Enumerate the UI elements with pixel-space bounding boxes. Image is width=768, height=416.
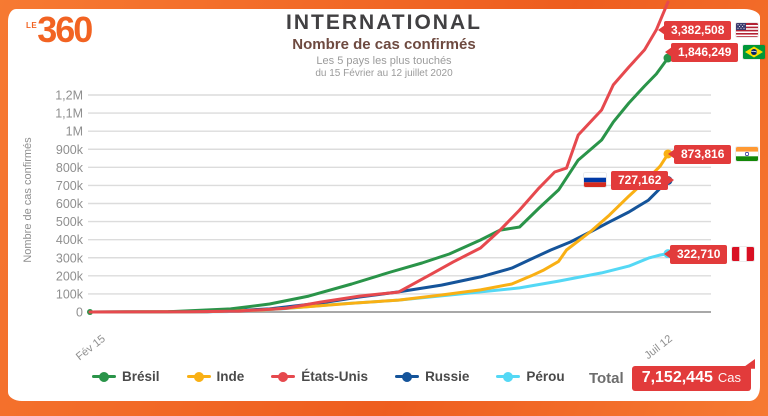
peru-value-badge: 322,710	[663, 244, 728, 264]
chart-subtitle: Nombre de cas confirmés	[292, 36, 476, 53]
le360-logo: LE 360	[26, 9, 93, 50]
y-tick-label: 1M	[66, 125, 83, 139]
x-tick-label: Fév 15	[74, 333, 108, 363]
x-tick-label: Juil 12	[642, 333, 674, 362]
legend-label-etats-unis: États-Unis	[301, 369, 369, 384]
header: INTERNATIONAL Nombre de cas confirmés Le…	[0, 11, 768, 79]
legend-item-russie: Russie	[395, 369, 469, 384]
peru-flag-icon	[732, 247, 755, 261]
legend-label-inde: Inde	[216, 369, 245, 384]
india-value-badge: 873,816	[667, 144, 732, 164]
series-line-2	[88, 0, 670, 314]
inde-line-marker-icon	[186, 371, 211, 382]
legend-item-etats-unis: États-Unis	[271, 369, 368, 384]
russie-line-marker-icon	[395, 371, 420, 382]
usa-value-badge: 3,382,508	[657, 20, 732, 40]
total-label: Total	[588, 370, 624, 387]
india-flag-icon	[736, 147, 759, 161]
usa-flag-icon	[736, 23, 759, 37]
y-tick-label: 800k	[56, 161, 84, 175]
y-tick-label: 500k	[56, 215, 84, 229]
chart-canvas	[8, 9, 760, 401]
usa-endpoint-label: 3,382,508	[657, 20, 759, 40]
bresil-line-marker-icon	[92, 371, 116, 382]
russia-endpoint-label: 727,162	[584, 170, 675, 190]
total-value-badge: 7,152,445 Cas	[631, 366, 751, 391]
y-tick-label: 0	[76, 306, 83, 320]
legend-label-russie: Russie	[425, 369, 470, 384]
y-tick-label: 300k	[56, 251, 84, 265]
date-range: du 15 Février au 12 juillet 2020	[315, 68, 453, 79]
perou-line-marker-icon	[496, 371, 521, 382]
y-tick-label: 700k	[56, 179, 84, 193]
total-unit: Cas	[717, 370, 741, 385]
brazil-value-badge: 1,846,249	[664, 42, 739, 62]
legend-item-inde: Inde	[186, 369, 245, 384]
total-value: 7,152,445	[641, 369, 713, 386]
y-tick-label: 400k	[56, 233, 84, 247]
legend-item-perou: Pérou	[496, 369, 565, 384]
legend-item-bresil: Brésil	[92, 369, 160, 384]
legend: Brésil Inde États-Unis Russie Pérou	[92, 369, 565, 384]
le360-logo-le: LE	[26, 21, 38, 30]
peru-endpoint-label: 322,710	[663, 244, 755, 264]
series-line-1	[88, 152, 670, 314]
y-tick-label: 100k	[56, 287, 84, 301]
y-tick-label: 600k	[56, 197, 84, 211]
y-tick-label: 1,1M	[55, 107, 83, 121]
brazil-endpoint-label: 1,846,249	[664, 42, 766, 62]
brazil-flag-icon	[743, 45, 766, 59]
russia-flag-icon	[584, 173, 606, 187]
russia-value-badge: 727,162	[611, 170, 675, 190]
legend-label-bresil: Brésil	[122, 369, 160, 384]
india-endpoint-label: 873,816	[667, 144, 759, 164]
y-tick-label: 900k	[56, 143, 84, 157]
total-cases: Total 7,152,445 Cas	[589, 366, 751, 391]
le360-logo-360: 360	[37, 9, 93, 50]
legend-label-perou: Pérou	[526, 369, 565, 384]
series-line-3	[88, 179, 670, 314]
chart-subtitle-2: Les 5 pays les plus touchés	[316, 55, 452, 67]
page-title: INTERNATIONAL	[286, 11, 482, 34]
y-tick-label: 200k	[56, 269, 84, 283]
etats-unis-line-marker-icon	[271, 371, 296, 382]
y-tick-label: 1,2M	[55, 89, 83, 103]
series-line-4	[88, 252, 670, 314]
